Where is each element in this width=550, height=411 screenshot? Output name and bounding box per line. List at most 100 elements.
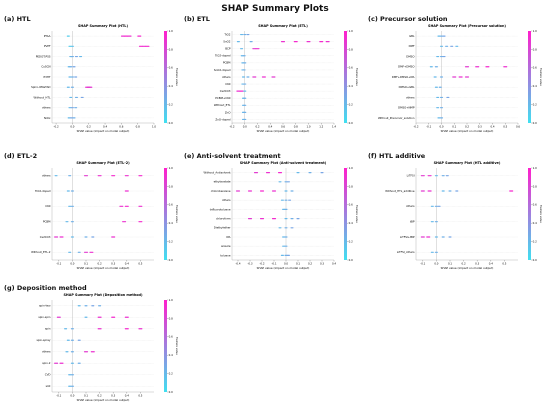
shap-point <box>54 175 58 177</box>
shap-point <box>70 190 74 192</box>
colorbar-tick-label: 0.8 <box>169 316 173 320</box>
feature-label: CVD <box>45 373 51 377</box>
shap-point <box>74 76 78 78</box>
feature-label: spin-two <box>39 304 51 308</box>
x-tick-label: 0.6 <box>119 125 123 129</box>
colorbar-tick-label: 1.0 <box>169 29 173 33</box>
feature-label: Without_ETL <box>214 103 231 107</box>
shap-point <box>282 208 286 210</box>
colorbar <box>164 300 167 392</box>
shap-point <box>68 76 72 78</box>
colorbar-tick-label: 0.4 <box>349 221 353 225</box>
shap-point <box>66 86 70 88</box>
colorbar-tick-label: 0.0 <box>349 258 353 262</box>
panel-label: (g) Deposition method <box>4 284 87 292</box>
shap-point <box>70 328 74 330</box>
feature-label: DMSO+NMP <box>398 106 415 110</box>
feature-label: GBL <box>409 34 415 38</box>
shap-point <box>243 104 247 106</box>
x-tick-label: -0.2 <box>413 125 418 129</box>
colorbar <box>164 168 167 260</box>
shap-point <box>434 236 438 238</box>
feature-label: C60 <box>45 204 51 208</box>
shap-point <box>281 41 285 43</box>
shap-point <box>441 236 445 238</box>
shap-point <box>124 316 129 318</box>
shap-point <box>77 305 81 307</box>
figure-title: SHAP Summary Plots <box>221 4 329 14</box>
colorbar <box>344 168 347 260</box>
shap-point <box>434 66 438 68</box>
shap-point <box>70 55 74 58</box>
shap-point <box>440 35 443 37</box>
x-tick-label: 0.6 <box>281 125 285 129</box>
feature-label: Without_Precursor_solution <box>378 116 415 120</box>
feature-label: DMF+DMSO+IPA <box>392 75 415 79</box>
shap-point <box>124 328 129 330</box>
x-tick-label: 0.3 <box>111 394 115 398</box>
shap-point <box>288 199 292 201</box>
shap-point <box>440 96 443 99</box>
colorbar-tick-label: 0.4 <box>533 84 537 88</box>
shap-point <box>293 41 298 43</box>
shap-point <box>122 221 127 223</box>
x-tick-label: 0.5 <box>502 262 506 266</box>
shap-point <box>248 190 252 192</box>
colorbar <box>164 31 167 123</box>
shap-point <box>138 175 143 177</box>
feature-label: PEDOT:PSS <box>36 54 51 58</box>
shap-point <box>124 205 129 207</box>
feature-label: ZnO-doped <box>215 117 230 121</box>
shap-point <box>440 55 443 58</box>
shap-point <box>77 251 81 253</box>
feature-label: others <box>42 350 51 354</box>
feature-label: LiTFSI_others <box>397 250 415 254</box>
feature-label: chlorobenzene <box>211 189 231 193</box>
shap-point <box>98 305 102 307</box>
shap-point <box>290 227 294 229</box>
x-tick-label: 1.2 <box>319 125 323 129</box>
shap-chart: SHAP Summary Plot (Anti-solvent treatmen… <box>204 161 359 270</box>
x-axis-label: SHAP value (impact on model output) <box>441 129 494 133</box>
shap-point <box>448 190 452 192</box>
panel-6: (g) Deposition method SHAP Summary Plot (… <box>4 284 184 404</box>
shap-point <box>97 316 102 318</box>
shap-point <box>246 33 250 36</box>
shap-point <box>66 339 70 341</box>
shap-point <box>77 362 81 364</box>
feature-label: others <box>406 204 415 208</box>
shap-point <box>254 172 258 174</box>
shap-point <box>236 90 241 92</box>
shap-point <box>72 117 76 119</box>
feature-label: spin-2 <box>42 361 51 365</box>
shap-point <box>426 236 431 238</box>
x-tick-label: -0.1 <box>56 262 61 266</box>
colorbar-tick-label: 0.0 <box>349 121 353 125</box>
shap-point <box>84 316 88 318</box>
colorbar-tick-label: 0.4 <box>533 221 537 225</box>
x-tick-label: 0.0 <box>284 262 288 266</box>
colorbar-tick-label: 0.6 <box>169 66 173 70</box>
shap-point <box>97 328 102 330</box>
shap-point <box>242 55 246 57</box>
colorbar-tick-label: 0.4 <box>169 84 173 88</box>
shap-point <box>442 35 446 37</box>
colorbar-tick-label: 1.0 <box>169 166 173 170</box>
colorbar-tick-label: 0.4 <box>169 221 173 225</box>
colorbar-tick-label: 0.4 <box>169 353 173 357</box>
shap-point <box>284 190 288 192</box>
shap-point <box>243 97 247 99</box>
shap-point <box>243 90 247 92</box>
x-tick-label: 0.2 <box>308 262 312 266</box>
feature-label: DMSO <box>406 54 414 58</box>
shap-point <box>138 328 143 330</box>
shap-point <box>278 181 282 183</box>
colorbar-tick-label: 0.2 <box>169 240 173 244</box>
colorbar-tick-label: 0.6 <box>349 203 353 207</box>
shap-point <box>446 96 450 99</box>
shap-point <box>67 117 71 119</box>
feature-label: Cs2CO3 <box>40 235 51 239</box>
x-tick-label: 1.0 <box>152 125 156 129</box>
x-tick-label: 0.0 <box>70 394 74 398</box>
